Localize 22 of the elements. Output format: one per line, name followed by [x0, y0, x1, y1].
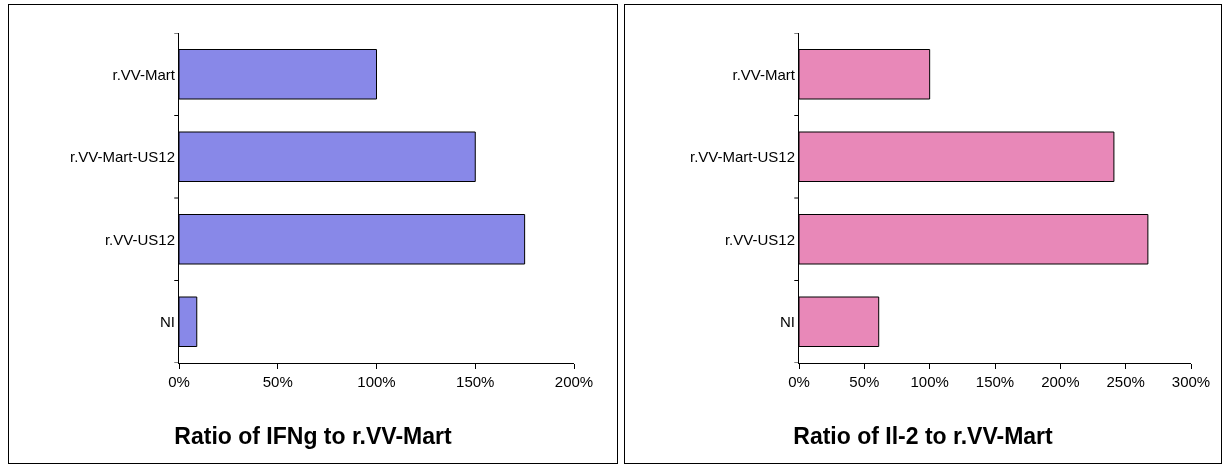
y-tick-label: r.VV-US12	[104, 230, 175, 248]
y-tick-label: r.VV-US12	[724, 230, 795, 248]
text: Ratio of IFNg to r.VV-Mart	[174, 422, 452, 449]
y-tick-label: r.VV-Mart	[732, 65, 796, 83]
x-tick-label: 100%	[357, 373, 396, 390]
x-tick-label: 50%	[849, 373, 880, 390]
x-tick-label: 300%	[1171, 373, 1211, 390]
x-tick-label: 150%	[456, 373, 495, 390]
y-tick-label: NI	[780, 313, 795, 330]
y-tick-label: r.VV-Mart-US12	[69, 148, 175, 165]
y-tick-label: r.VV-Mart	[112, 65, 176, 83]
x-tick-label: 200%	[1041, 373, 1080, 390]
x-tick-label: 50%	[262, 373, 293, 390]
x-tick-label: 250%	[1106, 373, 1145, 390]
x-tick-label: 100%	[910, 373, 949, 390]
x-tick-label: 0%	[788, 373, 810, 390]
text: Ratio of Il-2 to r.VV-Mart	[793, 422, 1054, 449]
x-tick-label: 150%	[975, 373, 1015, 390]
y-tick-label: r.VV-Mart-US12	[689, 148, 795, 165]
x-tick-label: 200%	[554, 373, 594, 390]
x-tick-label: 0%	[168, 373, 190, 390]
y-tick-label: NI	[160, 313, 175, 330]
